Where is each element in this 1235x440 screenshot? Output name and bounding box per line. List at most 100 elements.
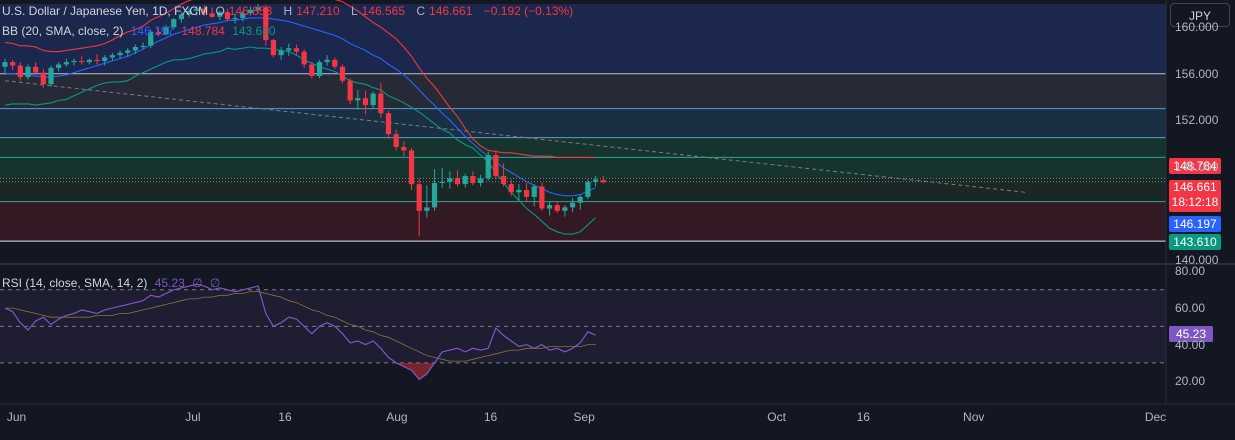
candle xyxy=(370,91,376,109)
symbol-legend: U.S. Dollar / Japanese Yen, 1D, FXCM O 14… xyxy=(2,4,577,18)
candle xyxy=(171,17,177,30)
price-zone xyxy=(0,201,1166,242)
candle xyxy=(546,201,553,216)
candle-body xyxy=(339,66,346,81)
rsi-legend-ma: ∅ xyxy=(192,276,203,290)
candle-body xyxy=(562,207,568,211)
upper-band-price-tag: 148.784 xyxy=(1169,158,1221,174)
candle xyxy=(393,129,399,151)
candle-body xyxy=(301,51,307,65)
basis-price-tag: 146.197 xyxy=(1169,216,1221,232)
candle xyxy=(355,90,361,110)
time-axis-tick: 16 xyxy=(278,410,292,424)
candle xyxy=(224,8,231,22)
bb-basis-value: 146.197 xyxy=(130,24,175,38)
time-axis-tick: 16 xyxy=(483,410,498,424)
price-zone xyxy=(0,137,1166,179)
candles xyxy=(2,4,606,237)
time-axis-tick: Dec xyxy=(1144,410,1167,424)
candle xyxy=(278,47,284,60)
candle-body xyxy=(431,182,438,208)
candle xyxy=(263,5,269,46)
candle-body xyxy=(416,184,422,211)
candle-body xyxy=(40,72,46,85)
candle-body xyxy=(477,178,484,183)
candle xyxy=(447,171,453,189)
candle xyxy=(255,4,261,14)
candle xyxy=(431,169,438,211)
candle xyxy=(531,184,537,207)
rsi-legend-value: 45.23 xyxy=(154,276,185,290)
candle-body xyxy=(224,12,231,20)
candle-body xyxy=(355,98,361,101)
candle xyxy=(332,57,338,70)
change-value: −0.192 (−0.13%) xyxy=(483,4,574,18)
candle-body xyxy=(454,178,461,185)
candle xyxy=(408,148,415,190)
candle xyxy=(155,27,161,37)
candle-body xyxy=(508,184,514,193)
rsi-oversold-fill xyxy=(5,362,596,380)
candle-body xyxy=(255,7,261,10)
last-price-value: 146.661 xyxy=(1173,180,1217,194)
candle xyxy=(17,62,23,81)
price-axis-tick: 148.000 xyxy=(1175,159,1219,174)
candle xyxy=(56,62,62,72)
candle xyxy=(477,174,484,187)
candle-body xyxy=(378,93,384,114)
candle-body xyxy=(186,10,192,15)
candle xyxy=(485,151,491,181)
time-axis-tick: Sep xyxy=(573,410,595,424)
candle-body xyxy=(2,62,8,67)
candle xyxy=(201,5,208,16)
candle-body xyxy=(79,60,85,63)
candle xyxy=(33,62,39,75)
candle-body xyxy=(240,13,246,18)
candle xyxy=(63,58,69,67)
candle xyxy=(339,64,346,84)
candle xyxy=(125,48,131,57)
candle xyxy=(25,64,31,80)
candle-body xyxy=(102,57,108,61)
candle-body xyxy=(408,150,415,185)
candle-body xyxy=(309,64,315,77)
rsi-ma-line xyxy=(5,291,596,362)
rsi-line xyxy=(4,283,596,381)
rsi-legend[interactable]: RSI (14, close, SMA, 14, 2) 45.23 ∅ ∅ xyxy=(2,276,224,290)
rsi-price-tag: 45.23 xyxy=(1169,326,1213,342)
candle-body xyxy=(485,155,491,179)
candle-body xyxy=(56,64,62,68)
candle xyxy=(454,170,461,187)
candle-body xyxy=(554,205,560,211)
candle xyxy=(270,38,277,58)
candle-body xyxy=(217,12,223,17)
candle-body xyxy=(171,19,177,28)
candle-body xyxy=(94,59,100,61)
candle xyxy=(539,182,545,211)
high-label: H 147.210 xyxy=(283,4,340,18)
candle xyxy=(508,179,514,196)
candle-body xyxy=(270,40,277,56)
candle-body xyxy=(401,146,407,151)
candle-body xyxy=(462,176,468,185)
candle-body xyxy=(209,13,215,17)
candle xyxy=(232,13,238,24)
bb-legend[interactable]: BB (20, SMA, close, 2) 146.197 148.784 1… xyxy=(2,24,280,38)
price-axis-tick: 160.000 xyxy=(1175,20,1219,35)
candle xyxy=(500,163,507,187)
currency-button[interactable]: JPY xyxy=(1170,3,1230,27)
candle xyxy=(163,24,169,36)
candle-body xyxy=(393,134,399,147)
candle xyxy=(102,55,108,66)
candle xyxy=(140,42,146,50)
bar-countdown: 18:12:18 xyxy=(1171,195,1219,209)
candle xyxy=(48,65,54,87)
candle xyxy=(2,58,8,75)
rsi-band-fill xyxy=(0,289,1166,363)
price-zone xyxy=(0,108,1166,138)
time-axis-tick: 16 xyxy=(856,410,870,424)
candle xyxy=(424,185,430,218)
close-label: C 146.661 xyxy=(416,4,473,18)
candle-body xyxy=(592,179,599,182)
candle xyxy=(148,29,154,49)
